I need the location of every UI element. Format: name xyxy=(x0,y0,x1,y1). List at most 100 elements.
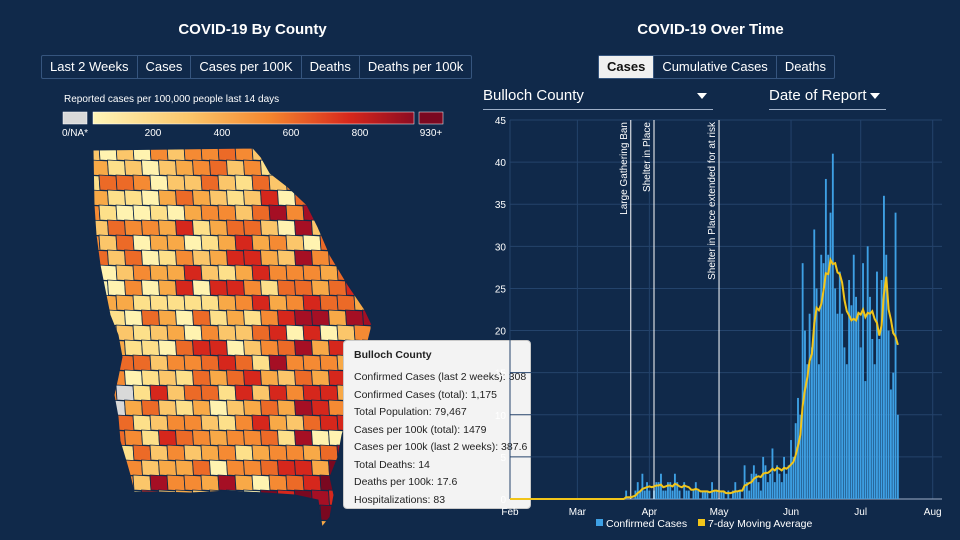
bar[interactable] xyxy=(759,490,762,499)
county-shape[interactable] xyxy=(217,474,237,492)
county-shape[interactable] xyxy=(243,399,262,417)
bar[interactable] xyxy=(859,347,862,499)
county-shape[interactable] xyxy=(141,309,160,327)
county-shape[interactable] xyxy=(200,384,220,402)
county-shape[interactable] xyxy=(285,384,305,402)
county-shape[interactable] xyxy=(370,174,389,192)
county-shape[interactable] xyxy=(294,369,313,387)
county-shape[interactable] xyxy=(209,249,228,267)
county-shape[interactable] xyxy=(124,339,143,357)
county-shape[interactable] xyxy=(166,324,186,342)
county-shape[interactable] xyxy=(158,519,177,535)
county-shape[interactable] xyxy=(260,249,279,267)
county-shape[interactable] xyxy=(183,474,203,492)
county-shape[interactable] xyxy=(336,234,356,252)
county-shape[interactable] xyxy=(132,264,152,282)
county-shape[interactable] xyxy=(302,324,322,342)
county-shape[interactable] xyxy=(175,399,194,417)
county-shape[interactable] xyxy=(268,264,288,282)
county-shape[interactable] xyxy=(115,504,135,522)
county-shape[interactable] xyxy=(91,369,109,387)
bar[interactable] xyxy=(646,482,648,499)
county-shape[interactable] xyxy=(336,324,356,342)
county-shape[interactable] xyxy=(353,204,372,222)
county-shape[interactable] xyxy=(260,429,279,447)
county-shape[interactable] xyxy=(311,489,330,507)
county-shape[interactable] xyxy=(149,384,169,402)
county-shape[interactable] xyxy=(183,354,203,372)
county-shape[interactable] xyxy=(183,174,203,192)
county-shape[interactable] xyxy=(158,189,177,207)
county-shape[interactable] xyxy=(124,249,143,267)
county-shape[interactable] xyxy=(183,384,203,402)
county-shape[interactable] xyxy=(311,369,330,387)
county-shape[interactable] xyxy=(277,189,296,207)
bar[interactable] xyxy=(894,212,897,499)
county-shape[interactable] xyxy=(243,339,262,357)
county-shape[interactable] xyxy=(183,145,203,162)
bar[interactable] xyxy=(715,490,718,499)
county-shape[interactable] xyxy=(302,384,322,402)
tab-cumulative-cases[interactable]: Cumulative Cases xyxy=(654,56,777,78)
county-shape[interactable] xyxy=(370,294,389,312)
county-shape[interactable] xyxy=(260,189,279,207)
county-shape[interactable] xyxy=(98,354,118,372)
bar[interactable] xyxy=(669,482,672,499)
bar[interactable] xyxy=(673,473,676,499)
bar[interactable] xyxy=(662,490,665,499)
bar[interactable] xyxy=(811,347,813,499)
county-shape[interactable] xyxy=(217,504,237,522)
county-shape[interactable] xyxy=(98,174,118,192)
county-shape[interactable] xyxy=(234,324,254,342)
county-shape[interactable] xyxy=(132,234,152,252)
county-shape[interactable] xyxy=(209,399,228,417)
county-shape[interactable] xyxy=(268,474,288,492)
county-shape[interactable] xyxy=(260,309,279,327)
county-shape[interactable] xyxy=(149,444,169,462)
county-shape[interactable] xyxy=(226,249,245,267)
county-shape[interactable] xyxy=(319,444,339,462)
county-shape[interactable] xyxy=(336,204,356,222)
county-shape[interactable] xyxy=(166,264,186,282)
bar[interactable] xyxy=(687,490,690,499)
county-shape[interactable] xyxy=(362,519,381,535)
county-shape[interactable] xyxy=(328,159,347,177)
county-shape[interactable] xyxy=(311,309,330,327)
county-select[interactable]: Bulloch County xyxy=(483,87,713,110)
county-shape[interactable] xyxy=(370,145,389,162)
county-shape[interactable] xyxy=(98,504,118,522)
county-shape[interactable] xyxy=(192,399,211,417)
county-shape[interactable] xyxy=(311,249,330,267)
county-shape[interactable] xyxy=(251,294,271,312)
county-shape[interactable] xyxy=(175,249,194,267)
county-shape[interactable] xyxy=(370,234,389,252)
bar[interactable] xyxy=(694,482,697,499)
county-shape[interactable] xyxy=(217,444,237,462)
button-cases[interactable]: Cases xyxy=(138,56,192,78)
county-shape[interactable] xyxy=(226,459,245,477)
county-shape[interactable] xyxy=(243,429,262,447)
county-shape[interactable] xyxy=(132,354,152,372)
county-shape[interactable] xyxy=(277,309,296,327)
county-shape[interactable] xyxy=(217,264,237,282)
bar[interactable] xyxy=(732,490,734,499)
county-shape[interactable] xyxy=(380,160,391,176)
county-shape[interactable] xyxy=(319,384,339,402)
county-shape[interactable] xyxy=(192,369,211,387)
county-shape[interactable] xyxy=(90,384,101,402)
county-shape[interactable] xyxy=(217,384,237,402)
county-shape[interactable] xyxy=(90,324,101,342)
county-shape[interactable] xyxy=(200,444,220,462)
county-shape[interactable] xyxy=(107,219,126,237)
bar[interactable] xyxy=(643,490,646,499)
bar[interactable] xyxy=(780,482,783,499)
bar[interactable] xyxy=(776,465,779,499)
county-shape[interactable] xyxy=(277,369,296,387)
county-shape[interactable] xyxy=(353,234,372,252)
county-shape[interactable] xyxy=(226,399,245,417)
county-shape[interactable] xyxy=(175,219,194,237)
county-shape[interactable] xyxy=(107,159,126,177)
county-shape[interactable] xyxy=(328,519,347,535)
county-shape[interactable] xyxy=(268,414,288,432)
county-shape[interactable] xyxy=(345,249,364,267)
